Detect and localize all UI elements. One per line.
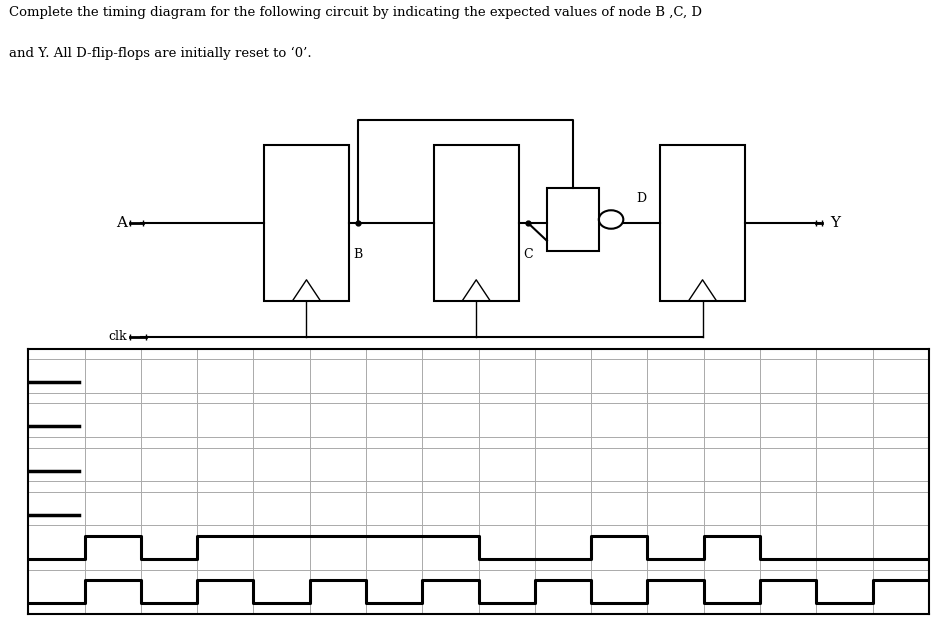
Text: clk: clk <box>108 330 127 343</box>
Text: A: A <box>116 216 127 230</box>
Text: and Y. All D-flip-flops are initially reset to ‘0’.: and Y. All D-flip-flops are initially re… <box>9 47 312 60</box>
Bar <box>434 145 519 301</box>
Text: B: B <box>354 248 363 261</box>
Text: Complete the timing diagram for the following circuit by indicating the expected: Complete the timing diagram for the foll… <box>9 6 703 19</box>
Text: Y: Y <box>830 216 840 230</box>
Bar <box>264 145 349 301</box>
Bar <box>660 145 745 301</box>
Text: D: D <box>637 193 647 205</box>
Text: C: C <box>523 248 533 261</box>
Bar <box>547 188 599 252</box>
